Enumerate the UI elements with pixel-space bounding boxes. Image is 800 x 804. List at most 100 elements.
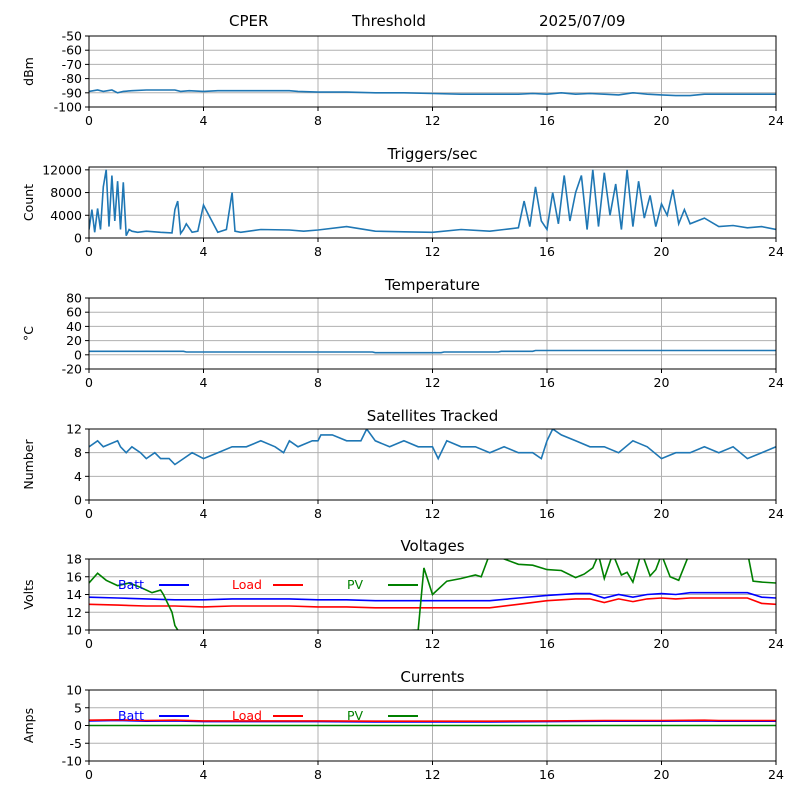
x-tick-label: 0 — [85, 636, 93, 651]
y-tick-label: 14 — [66, 587, 82, 602]
x-tick-label: 8 — [314, 375, 322, 390]
site-label: CPER — [229, 12, 269, 30]
y-tick-label: -20 — [62, 362, 82, 377]
x-tick-label: 20 — [654, 636, 670, 651]
x-tick-label: 16 — [539, 113, 555, 128]
chart-title: Triggers/sec — [387, 145, 478, 163]
chart-title: Satellites Tracked — [367, 407, 498, 425]
x-tick-label: 8 — [314, 506, 322, 521]
y-axis-label: Count — [21, 184, 36, 221]
series-line-main — [89, 169, 776, 237]
x-tick-label: 12 — [425, 113, 441, 128]
chart-title: Voltages — [400, 537, 464, 555]
y-tick-label: 4000 — [50, 208, 82, 223]
x-tick-label: 20 — [654, 113, 670, 128]
x-tick-label: 20 — [654, 506, 670, 521]
x-tick-label: 0 — [85, 375, 93, 390]
x-tick-label: 24 — [768, 113, 784, 128]
x-tick-label: 16 — [539, 244, 555, 259]
x-tick-label: 16 — [539, 636, 555, 651]
x-tick-label: 12 — [425, 636, 441, 651]
y-tick-label: -50 — [62, 29, 82, 44]
x-tick-label: 8 — [314, 113, 322, 128]
y-axis-label: Number — [21, 439, 36, 490]
y-tick-label: 18 — [66, 552, 82, 567]
y-tick-label: 0 — [74, 347, 82, 362]
x-tick-label: 0 — [85, 113, 93, 128]
y-axis-label: °C — [21, 326, 36, 341]
y-tick-label: -70 — [62, 57, 82, 72]
y-axis-label: dBm — [21, 57, 36, 86]
y-tick-label: -5 — [70, 736, 82, 751]
x-tick-label: 4 — [200, 113, 208, 128]
y-tick-label: 12 — [66, 605, 82, 620]
legend-label-batt: Batt — [118, 708, 144, 723]
y-tick-label: -100 — [54, 100, 82, 115]
y-axis-label: Volts — [21, 579, 36, 609]
y-tick-label: 20 — [66, 333, 82, 348]
legend-label-load: Load — [232, 577, 262, 592]
x-tick-label: 4 — [200, 767, 208, 782]
y-tick-label: -10 — [62, 754, 82, 769]
x-tick-label: 16 — [539, 506, 555, 521]
y-axis-label: Amps — [21, 708, 36, 743]
x-tick-label: 20 — [654, 767, 670, 782]
series-line-main — [89, 349, 776, 354]
x-tick-label: 12 — [425, 767, 441, 782]
y-tick-label: 0 — [74, 493, 82, 508]
x-tick-label: 8 — [314, 244, 322, 259]
legend-label-batt: Batt — [118, 577, 144, 592]
x-tick-label: 20 — [654, 244, 670, 259]
y-tick-label: 16 — [66, 569, 82, 584]
mode-label: Threshold — [352, 12, 426, 30]
y-tick-label: 40 — [66, 319, 82, 334]
y-tick-label: 12000 — [42, 162, 82, 177]
x-tick-label: 16 — [539, 375, 555, 390]
x-tick-label: 0 — [85, 506, 93, 521]
x-tick-label: 24 — [768, 506, 784, 521]
y-tick-label: 0 — [74, 231, 82, 246]
y-tick-label: 4 — [74, 469, 82, 484]
series-line-main — [89, 89, 776, 97]
x-tick-label: 24 — [768, 375, 784, 390]
legend-label-pv: PV — [347, 708, 364, 723]
x-tick-label: 0 — [85, 767, 93, 782]
y-tick-label: -90 — [62, 85, 82, 100]
x-tick-label: 16 — [539, 767, 555, 782]
y-tick-label: 12 — [66, 422, 82, 437]
y-tick-label: 80 — [66, 291, 82, 306]
series-line-batt — [89, 591, 776, 602]
legend-label-load: Load — [232, 708, 262, 723]
x-tick-label: 12 — [425, 375, 441, 390]
y-tick-label: 60 — [66, 305, 82, 320]
y-tick-label: 8 — [74, 445, 82, 460]
y-tick-label: 0 — [74, 718, 82, 733]
x-tick-label: 8 — [314, 636, 322, 651]
x-tick-label: 12 — [425, 506, 441, 521]
series-line-main — [89, 429, 776, 466]
y-tick-label: -80 — [62, 71, 82, 86]
series-line-pv — [89, 559, 776, 630]
y-tick-label: 8000 — [50, 185, 82, 200]
y-tick-label: 5 — [74, 700, 82, 715]
x-tick-label: 24 — [768, 767, 784, 782]
date-label: 2025/07/09 — [539, 12, 626, 30]
x-tick-label: 0 — [85, 244, 93, 259]
x-tick-label: 4 — [200, 375, 208, 390]
y-tick-label: 10 — [66, 683, 82, 698]
y-tick-label: 10 — [66, 623, 82, 638]
x-tick-label: 24 — [768, 636, 784, 651]
chart-title: Currents — [400, 668, 464, 686]
chart-title: Temperature — [384, 276, 480, 294]
x-tick-label: 8 — [314, 767, 322, 782]
legend-label-pv: PV — [347, 577, 364, 592]
x-tick-label: 4 — [200, 506, 208, 521]
x-tick-label: 4 — [200, 244, 208, 259]
x-tick-label: 24 — [768, 244, 784, 259]
x-tick-label: 4 — [200, 636, 208, 651]
y-tick-label: -60 — [62, 43, 82, 58]
x-tick-label: 20 — [654, 375, 670, 390]
series-line-load — [89, 718, 776, 722]
